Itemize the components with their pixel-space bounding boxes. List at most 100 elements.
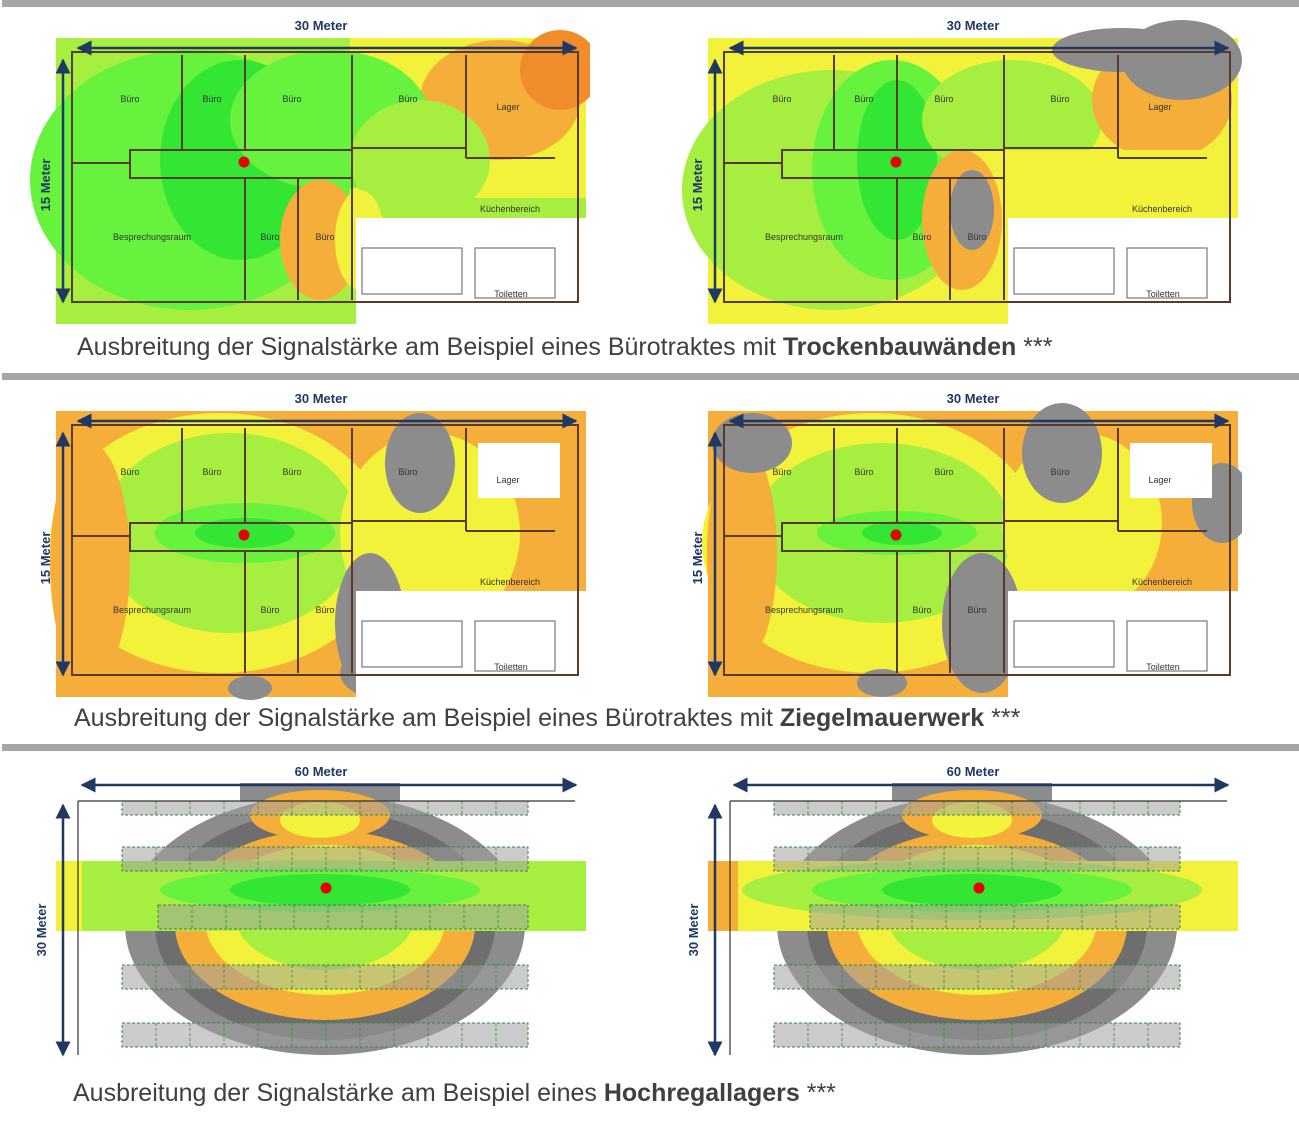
- storage-rack: [773, 1022, 1181, 1048]
- stair: [361, 247, 463, 295]
- access-point-marker: [238, 156, 250, 168]
- stair: [1013, 247, 1115, 295]
- caption-brick: Ausbreitung der Signalstärke am Beispiel…: [74, 704, 1020, 733]
- toilet-block: [474, 247, 556, 299]
- toilet-block: [1126, 247, 1208, 299]
- top-divider: [2, 0, 1299, 7]
- storage-cutout: [478, 443, 560, 498]
- storage-cutout: [1130, 443, 1212, 498]
- room-label-office: Büro: [772, 467, 791, 477]
- room-label-office: Büro: [912, 232, 931, 242]
- width-label: 60 Meter: [947, 764, 1000, 779]
- room-label-toilets: Toiletten: [494, 662, 528, 672]
- room-label-office: Büro: [1050, 94, 1069, 104]
- building-cutout: [1008, 218, 1240, 328]
- height-label: 30 Meter: [686, 904, 701, 957]
- room-label-meeting: Besprechungsraum: [113, 232, 191, 242]
- room-label-office: Büro: [398, 94, 417, 104]
- height-label: 15 Meter: [38, 159, 53, 212]
- width-label: 30 Meter: [947, 18, 1000, 33]
- room-label-storage: Lager: [1148, 475, 1171, 485]
- room-label-office: Büro: [260, 605, 279, 615]
- access-point-marker: [973, 882, 985, 894]
- heatmap-brick-right: Büro Büro Büro Büro Lager Besprechungsraum Bür…: [690, 391, 1242, 701]
- room-label-office: Büro: [934, 94, 953, 104]
- room-label-kitchen: Küchenbereich: [1132, 204, 1192, 214]
- storage-rack: [773, 846, 1181, 872]
- signal-zone: [857, 669, 907, 697]
- room-label-office: Büro: [202, 467, 221, 477]
- caption-text: Ausbreitung der Signalstärke am Beispiel…: [73, 1079, 604, 1107]
- room-label-toilets: Toiletten: [494, 289, 528, 299]
- building-cutout: [1008, 591, 1240, 701]
- signal-zone: [1022, 403, 1102, 503]
- heatmap-warehouse-left: 60 Meter 30 Meter: [34, 764, 586, 1065]
- room-label-storage: Lager: [1148, 102, 1171, 112]
- height-label: 15 Meter: [690, 159, 705, 212]
- room-label-meeting: Besprechungsraum: [765, 232, 843, 242]
- storage-rack: [121, 964, 529, 990]
- caption-bold: Trockenbauwänden: [782, 333, 1017, 361]
- room-label-office: Büro: [120, 467, 139, 477]
- storage-rack: [121, 800, 529, 816]
- room-label-office: Büro: [398, 467, 417, 477]
- storage-rack: [773, 800, 1181, 816]
- room-label-kitchen: Küchenbereich: [1132, 577, 1192, 587]
- building-cutout: [356, 218, 588, 328]
- storage-rack: [809, 904, 1181, 930]
- room-label-office: Büro: [282, 94, 301, 104]
- room-label-office: Büro: [315, 605, 334, 615]
- signal-zone: [228, 676, 272, 700]
- access-point-marker: [890, 529, 902, 541]
- signal-zone: [707, 443, 777, 663]
- caption-bold: Ziegelmauerwerk: [779, 704, 985, 732]
- access-point-marker: [238, 529, 250, 541]
- heatmap-warehouse-right: 60 Meter 30 Meter: [686, 764, 1238, 1065]
- room-label-office: Büro: [934, 467, 953, 477]
- room-label-office: Büro: [1050, 467, 1069, 477]
- room-label-kitchen: Küchenbereich: [480, 577, 540, 587]
- storage-rack: [121, 846, 529, 872]
- signal-zone: [708, 861, 738, 931]
- room-label-toilets: Toiletten: [1146, 662, 1180, 672]
- height-label: 15 Meter: [690, 532, 705, 585]
- heatmap-drywall-right: Büro Büro Büro Büro Lager Besprechungsraum Bür…: [682, 18, 1242, 328]
- signal-zone: [942, 553, 1022, 693]
- toilet-block: [1126, 620, 1208, 672]
- storage-rack: [157, 904, 529, 930]
- section-divider-1: [2, 373, 1299, 380]
- caption-text: Ausbreitung der Signalstärke am Beispiel…: [77, 333, 783, 361]
- height-label: 30 Meter: [34, 904, 49, 957]
- width-label: 60 Meter: [295, 764, 348, 779]
- toilet-block: [474, 620, 556, 672]
- signal-zone: [950, 170, 994, 250]
- building-cutout: [356, 591, 588, 701]
- room-label-office: Büro: [282, 467, 301, 477]
- width-label: 30 Meter: [295, 391, 348, 406]
- caption-bold: Hochregallagers: [603, 1079, 800, 1107]
- room-label-office: Büro: [854, 94, 873, 104]
- floor-plan-walls: [71, 424, 579, 676]
- signal-zone: [350, 100, 490, 220]
- room-label-toilets: Toiletten: [1146, 289, 1180, 299]
- room-label-office: Büro: [912, 605, 931, 615]
- caption-suffix: ***: [984, 704, 1021, 732]
- caption-drywall: Ausbreitung der Signalstärke am Beispiel…: [77, 333, 1052, 362]
- width-label: 30 Meter: [947, 391, 1000, 406]
- room-label-office: Büro: [854, 467, 873, 477]
- room-label-storage: Lager: [496, 102, 519, 112]
- room-label-storage: Lager: [496, 475, 519, 485]
- heatmap-brick-left: Büro Büro Büro Büro Lager Besprechungsraum Bür…: [38, 391, 588, 701]
- access-point-marker: [320, 882, 332, 894]
- storage-rack: [773, 964, 1181, 990]
- room-label-meeting: Besprechungsraum: [765, 605, 843, 615]
- access-point-marker: [890, 156, 902, 168]
- room-label-meeting: Besprechungsraum: [113, 605, 191, 615]
- stair: [1013, 620, 1115, 668]
- section-divider-2: [2, 744, 1299, 751]
- signal-zone: [862, 521, 942, 545]
- room-label-office: Büro: [315, 232, 334, 242]
- room-label-kitchen: Küchenbereich: [480, 204, 540, 214]
- signal-zone: [882, 874, 1062, 906]
- heatmap-drywall-left: Büro Büro Büro Büro Lager Besprechungsraum Bür…: [30, 18, 590, 328]
